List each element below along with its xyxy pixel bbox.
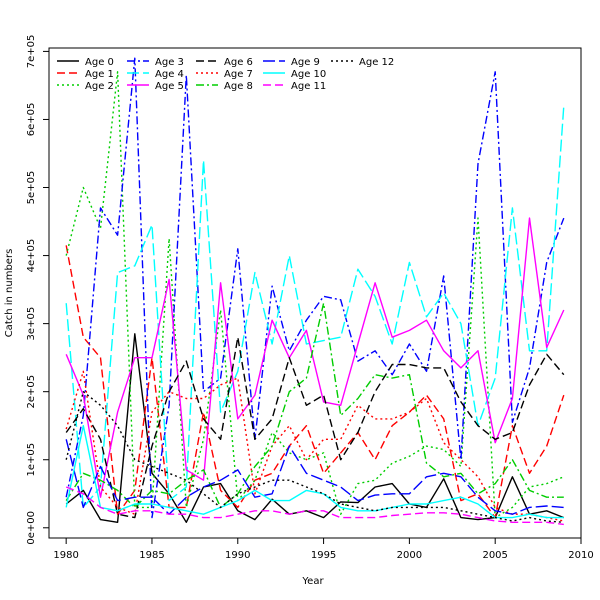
y-tick-label: 6e+05 [26,103,37,137]
legend-label: Age 4 [155,69,184,80]
legend-label: Age 1 [85,69,114,80]
x-tick-label: 1985 [139,550,164,561]
series-line-age-8 [65,302,564,509]
series-layer [65,57,565,526]
legend-label: Age 11 [291,81,326,92]
x-axis-label: Year [301,576,324,587]
x-tick-label: 1990 [225,550,250,561]
x-tick-label: 1980 [53,550,78,561]
legend-label: Age 10 [291,69,326,80]
x-axis: 1980 1985 1990 1995 2000 2005 2010 [53,538,594,561]
legend-label: Age 12 [359,57,394,68]
legend-label: Age 9 [291,57,320,68]
legend-label: Age 8 [224,81,253,92]
y-tick-label: 1e+05 [26,443,37,477]
x-tick-label: 2000 [397,550,422,561]
y-tick-label: 0e+00 [26,511,37,545]
y-axis: 0e+00 1e+05 2e+05 3e+05 4e+05 5e+05 6e+05 7e+05 [26,35,49,545]
y-tick-label: 7e+05 [26,35,37,69]
x-tick-label: 2010 [568,550,593,561]
x-tick-label: 2005 [482,550,507,561]
series-line-age-2 [65,71,565,519]
y-tick-label: 5e+05 [26,171,37,205]
series-line-age-9 [65,439,564,515]
series-line-age-0 [65,333,565,523]
y-tick-label: 4e+05 [26,239,37,273]
series-line-age-12 [65,391,564,523]
x-tick-label: 1995 [311,550,336,561]
y-tick-label: 2e+05 [26,375,37,409]
series-line-age-10 [65,425,564,519]
series-line-age-11 [65,486,564,526]
series-line-age-6 [65,336,565,519]
series-line-age-1 [65,245,565,519]
legend-label: Age 3 [155,57,184,68]
legend-label: Age 2 [85,81,114,92]
y-axis-label: Catch in numbers [4,249,15,338]
plot-frame [48,47,582,539]
legend-label: Age 7 [224,69,253,80]
series-line-age-5 [65,217,565,498]
legend-label: Age 5 [155,81,184,92]
series-line-age-3 [65,57,565,519]
legend-label: Age 6 [224,57,253,68]
y-tick-label: 3e+05 [26,307,37,341]
legend-label: Age 0 [85,57,114,68]
